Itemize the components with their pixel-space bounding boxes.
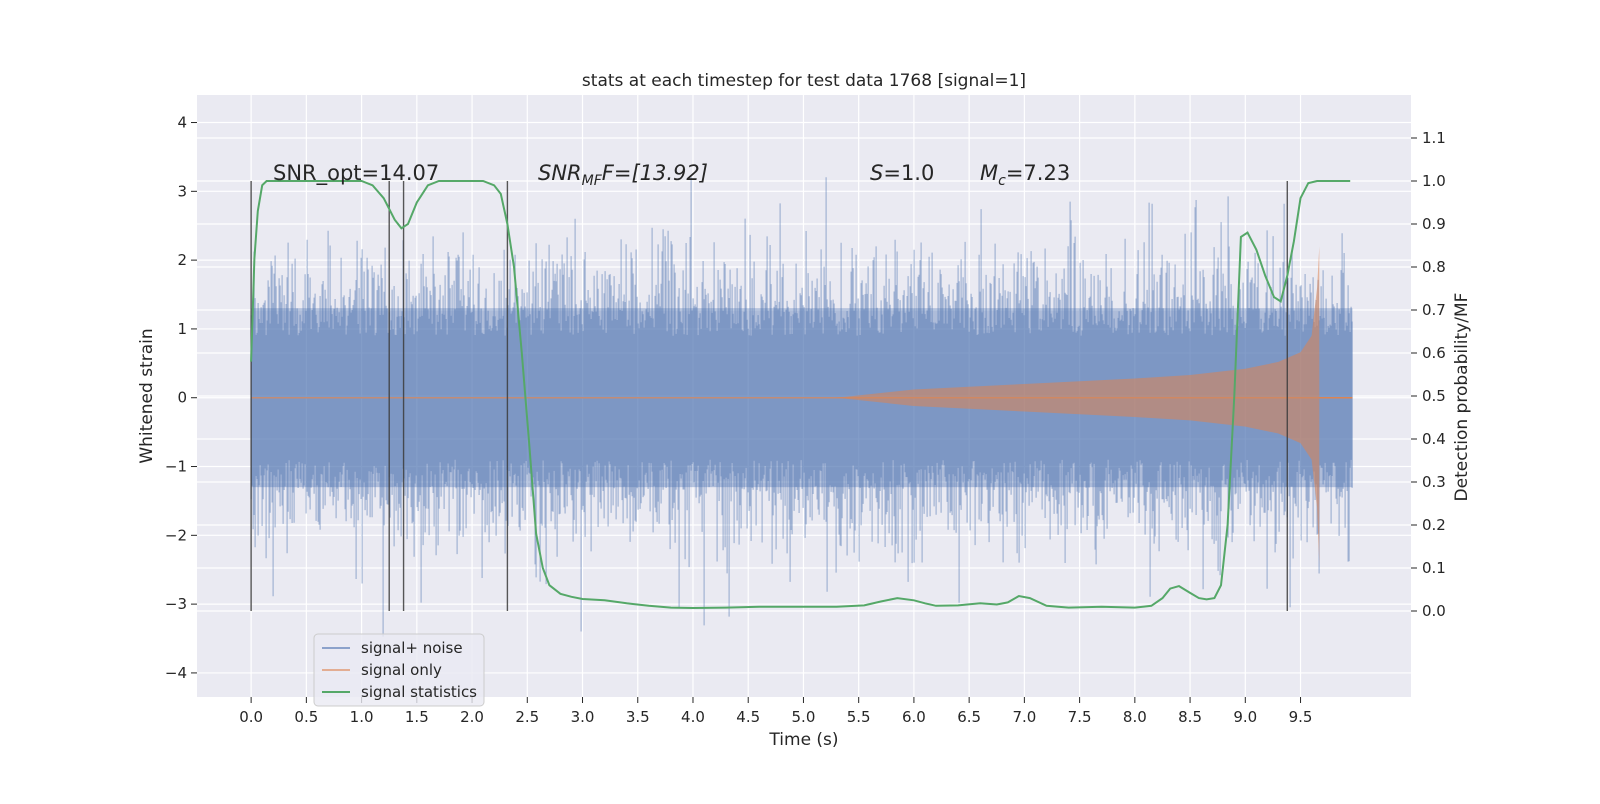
x-tick-label: 5.5 — [847, 708, 871, 726]
annotation-snr-mf-main: SNR — [538, 161, 582, 185]
x-tick-label: 6.0 — [902, 708, 926, 726]
legend-box — [313, 633, 485, 707]
y-tick-label: 3 — [177, 182, 187, 200]
x-tick-label: 4.5 — [736, 708, 760, 726]
y-right-tick-label: 0.9 — [1422, 215, 1446, 233]
legend-label-signal-only: signal only — [361, 661, 442, 679]
y-right-tick-label: 0.5 — [1422, 387, 1446, 405]
y-right-tick-label: 1.0 — [1422, 172, 1446, 190]
y-axis-right-label: Detection probability/MF — [1452, 293, 1472, 502]
y-tick-label: 1 — [177, 320, 187, 338]
legend-label-signal-statistics: signal statistics — [361, 683, 477, 701]
y-tick-label: −3 — [165, 595, 187, 613]
annotation-snr-mf-sub: MF — [582, 173, 603, 189]
x-tick-label: 3.5 — [626, 708, 650, 726]
annotation-mc: Mc=7.23 — [980, 161, 1070, 189]
y-right-tick-label: 0.8 — [1422, 258, 1446, 276]
annotation-mc-symbol: M — [980, 161, 998, 185]
y-right-tick-label: 0.6 — [1422, 344, 1446, 362]
x-tick-label: 3.0 — [571, 708, 595, 726]
y-right-tick-label: 0.1 — [1422, 559, 1446, 577]
signal-envelope — [836, 246, 1320, 565]
legend: signal+ noise signal only signal statist… — [313, 633, 485, 707]
x-tick-label: 0.5 — [294, 708, 318, 726]
y-axis-label: Whitened strain — [137, 328, 157, 463]
y-right-tick-label: 0.2 — [1422, 516, 1446, 534]
x-tick-label: 1.5 — [405, 708, 429, 726]
y-tick-label: 4 — [177, 114, 187, 132]
legend-label-signal-noise: signal+ noise — [361, 639, 463, 657]
x-tick-label: 7.0 — [1012, 708, 1036, 726]
y-right-tick-label: 0.4 — [1422, 430, 1446, 448]
x-tick-label: 4.0 — [681, 708, 705, 726]
x-tick-label: 1.0 — [350, 708, 374, 726]
x-tick-label: 6.5 — [957, 708, 981, 726]
y-right-tick-label: 0.0 — [1422, 602, 1446, 620]
series-signal-only — [251, 246, 1353, 565]
vertical-markers — [250, 181, 1288, 611]
x-tick-label: 9.0 — [1233, 708, 1257, 726]
x-tick-label: 8.0 — [1123, 708, 1147, 726]
series-signal-statistics-line — [250, 180, 1351, 610]
x-tick-label: 2.0 — [460, 708, 484, 726]
y-tick-label: −4 — [165, 664, 187, 682]
y-tick-label: 2 — [177, 251, 187, 269]
annotation-mc-value: =7.23 — [1006, 161, 1070, 185]
x-tick-label: 8.5 — [1178, 708, 1202, 726]
x-axis-label: Time (s) — [768, 730, 838, 750]
y-right-tick-label: 0.3 — [1422, 473, 1446, 491]
chart-title: stats at each timestep for test data 176… — [582, 71, 1026, 91]
y-tick-label: 0 — [177, 389, 187, 407]
annotation-s-symbol: S — [870, 161, 883, 185]
y-right-tick-label: 0.7 — [1422, 301, 1446, 319]
x-tick-label: 2.5 — [515, 708, 539, 726]
annotation-s-value: =1.0 — [883, 161, 934, 185]
axis-ticks: 0.0 0.5 1.0 1.5 2.0 2.5 3.0 3.5 4.0 4.5 5.0 5.5 6.0 6… — [165, 114, 1446, 726]
y-right-tick-label: 1.1 — [1422, 129, 1446, 147]
x-tick-label: 0.0 — [239, 708, 263, 726]
annotation-mc-sub: c — [998, 173, 1006, 189]
annotation-snr-opt: SNR_opt=14.07 — [273, 161, 439, 186]
y-tick-label: −1 — [165, 458, 187, 476]
y-tick-label: −2 — [165, 526, 187, 544]
annotation-snr-mf: SNRMFF=[13.92] — [538, 161, 708, 189]
annotation-s: S=1.0 — [870, 161, 934, 185]
x-tick-label: 9.5 — [1289, 708, 1313, 726]
x-tick-label: 7.5 — [1068, 708, 1092, 726]
annotation-snr-mf-rest-f: F=[13.92] — [602, 161, 708, 185]
x-tick-label: 5.0 — [792, 708, 816, 726]
